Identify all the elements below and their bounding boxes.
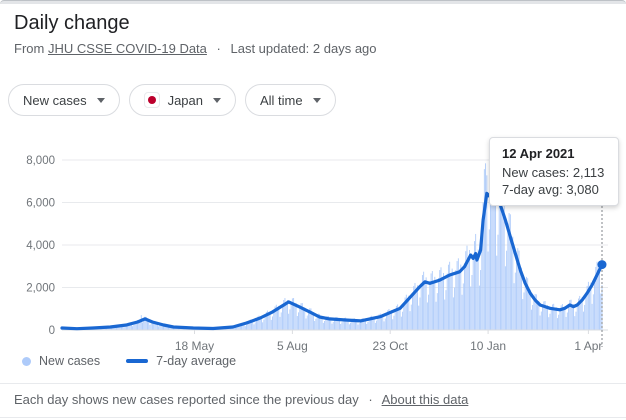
country-dropdown-label: Japan (167, 92, 203, 108)
separator-dot: · (368, 392, 373, 407)
avg-line-swatch-icon (126, 359, 149, 363)
legend-avg: 7-day average (126, 354, 236, 368)
source-link[interactable]: JHU CSSE COVID-19 Data (47, 41, 207, 56)
time-range-dropdown-label: All time (260, 92, 303, 108)
metric-dropdown[interactable]: New cases (8, 84, 120, 116)
cursor-dot (597, 260, 607, 270)
legend-new-cases-label: New cases (39, 354, 101, 368)
footer-divider (0, 383, 626, 384)
metric-dropdown-label: New cases (23, 92, 87, 108)
svg-text:23 Oct: 23 Oct (373, 339, 409, 353)
svg-text:10 Jan: 10 Jan (470, 339, 506, 353)
about-this-data-link[interactable]: About this data (381, 392, 469, 407)
chevron-down-icon (213, 97, 221, 103)
tooltip-date: 12 Apr 2021 (502, 146, 575, 161)
footer-note: Each day shows new cases reported since … (14, 392, 468, 407)
page-title: Daily change (14, 12, 130, 34)
source-line: From JHU CSSE COVID-19 Data · Last updat… (14, 41, 377, 56)
chevron-down-icon (96, 97, 105, 103)
country-dropdown[interactable]: Japan (128, 84, 236, 116)
avg-line (60, 191, 604, 331)
source-prefix: From (14, 41, 45, 56)
separator-dot: · (216, 41, 221, 56)
chart-tooltip: 12 Apr 2021 New cases: 2,113 7-day avg: … (489, 137, 619, 206)
svg-text:4,000: 4,000 (26, 240, 55, 252)
bottom-divider (0, 417, 626, 418)
filter-chip-row: New cases Japan All time (8, 84, 336, 116)
japan-flag-icon (143, 92, 160, 108)
card-top-border (0, 0, 626, 4)
chevron-down-icon (312, 97, 321, 103)
footer-text: Each day shows new cases reported since … (14, 392, 359, 407)
svg-text:0: 0 (49, 325, 55, 337)
new-cases-bars (61, 163, 603, 331)
svg-text:18 May: 18 May (175, 339, 214, 353)
last-updated-text: Last updated: 2 days ago (230, 41, 377, 56)
time-range-dropdown[interactable]: All time (245, 84, 336, 116)
legend-avg-label: 7-day average (156, 354, 237, 368)
legend-new-cases: New cases (22, 354, 100, 368)
tooltip-avg-row: 7-day avg: 3,080 (502, 182, 599, 197)
svg-text:6,000: 6,000 (26, 198, 55, 210)
chart-legend: New cases 7-day average (22, 354, 236, 368)
new-cases-swatch-icon (22, 356, 31, 366)
tooltip-new-cases-row: New cases: 2,113 (502, 165, 605, 180)
svg-text:8,000: 8,000 (26, 155, 55, 167)
svg-text:5 Aug: 5 Aug (277, 339, 308, 353)
svg-text:1 Apr: 1 Apr (574, 339, 602, 353)
svg-text:2,000: 2,000 (26, 283, 55, 295)
